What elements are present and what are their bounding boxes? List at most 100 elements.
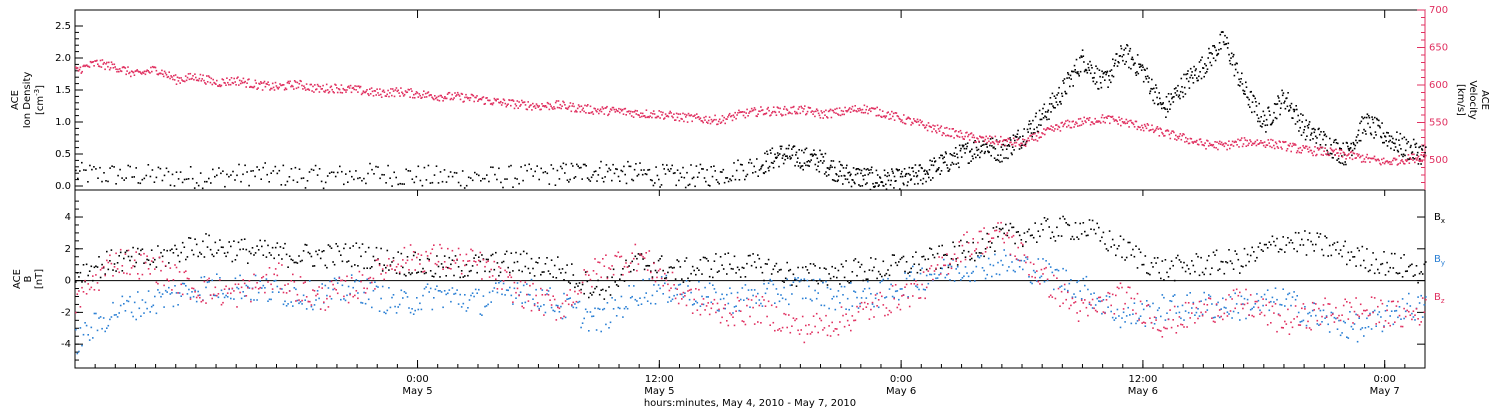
bx-series-point [360, 256, 362, 258]
bz-series-point [140, 254, 142, 256]
ion-density-series-point [111, 165, 113, 167]
by-series-point [239, 275, 241, 277]
bx-series-point [87, 275, 89, 277]
ion-density-series-point [313, 169, 315, 171]
velocity-series-point [379, 88, 381, 90]
velocity-series-point [1006, 141, 1008, 143]
ion-density-series-point [1182, 92, 1184, 94]
velocity-series-point [1225, 143, 1227, 145]
ion-density-series-point [1096, 81, 1098, 83]
velocity-series-point [463, 101, 465, 103]
by-series-point [487, 304, 489, 306]
velocity-series-point [536, 103, 538, 105]
bx-series-point [556, 277, 558, 279]
by-series-point [830, 288, 832, 290]
bx-series-point [259, 240, 261, 242]
ion-density-series-point [965, 143, 967, 145]
by-series-point [1084, 285, 1086, 287]
ion-density-series-point [595, 170, 597, 172]
ion-density-series-point [1301, 121, 1303, 123]
velocity-series-point [1301, 150, 1303, 152]
velocity-series-point [362, 92, 364, 94]
bx-series-point [246, 249, 248, 251]
bx-series-point [405, 275, 407, 277]
by-series-point [1129, 314, 1131, 316]
by-series-point [171, 292, 173, 294]
ion-density-series-point [892, 172, 894, 174]
by-series-point [901, 288, 903, 290]
ion-density-series-point [1016, 136, 1018, 138]
velocity-series-point [436, 97, 438, 99]
velocity-series-point [1324, 147, 1326, 149]
by-series-point [201, 277, 203, 279]
ion-density-series-point [1314, 129, 1316, 131]
bx-series-point [157, 245, 159, 247]
bx-series-point [982, 238, 984, 240]
ion-density-series-point [1048, 118, 1050, 120]
velocity-series-point [426, 96, 428, 98]
by-series-point [1343, 321, 1345, 323]
bx-series-point [228, 241, 230, 243]
velocity-series-point [797, 113, 799, 115]
ion-density-series-point [748, 162, 750, 164]
ion-density-series-point [900, 173, 902, 175]
velocity-series-point [968, 134, 970, 136]
ion-density-series-point [1373, 137, 1375, 139]
bz-series-point [177, 292, 179, 294]
bx-series-point [348, 260, 350, 262]
bx-series-point [290, 259, 292, 261]
ion-density-series-point [928, 177, 930, 179]
velocity-series-point [1109, 123, 1111, 125]
bx-series-point [177, 255, 179, 257]
velocity-series-point [365, 91, 367, 93]
bx-series-point [345, 243, 347, 245]
velocity-series-point [419, 95, 421, 97]
by-series-point [838, 290, 840, 292]
bx-series-point [955, 258, 957, 260]
bx-series-point [604, 298, 606, 300]
velocity-series-point [116, 71, 118, 73]
velocity-series-point [1187, 138, 1189, 140]
velocity-series-point [178, 80, 180, 82]
ion-density-series-point [744, 179, 746, 181]
velocity-series-point [564, 104, 566, 106]
bx-series-point [543, 271, 545, 273]
velocity-series-point [1381, 159, 1383, 161]
by-series-point [955, 268, 957, 270]
bx-series-point [1289, 242, 1291, 244]
bz-series-point [221, 304, 223, 306]
x-tick-date-label: May 6 [886, 386, 916, 397]
ion-density-series-point [572, 165, 574, 167]
ion-density-series-point [1232, 56, 1234, 58]
ion-density-series-point [405, 169, 407, 171]
by-series-point [174, 285, 176, 287]
ion-density-series-point [831, 160, 833, 162]
velocity-series-point [104, 69, 106, 71]
bx-series-point [143, 262, 145, 264]
velocity-series-point [839, 107, 841, 109]
bx-series-point [132, 247, 134, 249]
by-series-point [180, 295, 182, 297]
ion-density-series-point [1158, 92, 1160, 94]
ion-density-series-point [1088, 67, 1090, 69]
bx-series-point [726, 273, 728, 275]
by-series-point [786, 279, 788, 281]
ion-density-series-point [919, 164, 921, 166]
bx-series-point [337, 246, 339, 248]
bz-series-point [78, 290, 80, 292]
by-series-point [1217, 302, 1219, 304]
by-series-point [748, 289, 750, 291]
ion-density-series-point [1401, 154, 1403, 156]
by-series-point [382, 286, 384, 288]
velocity-series-point [518, 101, 520, 103]
by-series-point [1420, 295, 1422, 297]
velocity-series-point [625, 114, 627, 116]
velocity-series-point [1415, 158, 1417, 160]
bx-series-point [1101, 237, 1103, 239]
bz-series-point [320, 308, 322, 310]
velocity-series-point [193, 79, 195, 81]
velocity-series-point [794, 111, 796, 113]
velocity-series-point [1035, 139, 1037, 141]
bz-series-point [159, 257, 161, 259]
by-series-point [1295, 299, 1297, 301]
